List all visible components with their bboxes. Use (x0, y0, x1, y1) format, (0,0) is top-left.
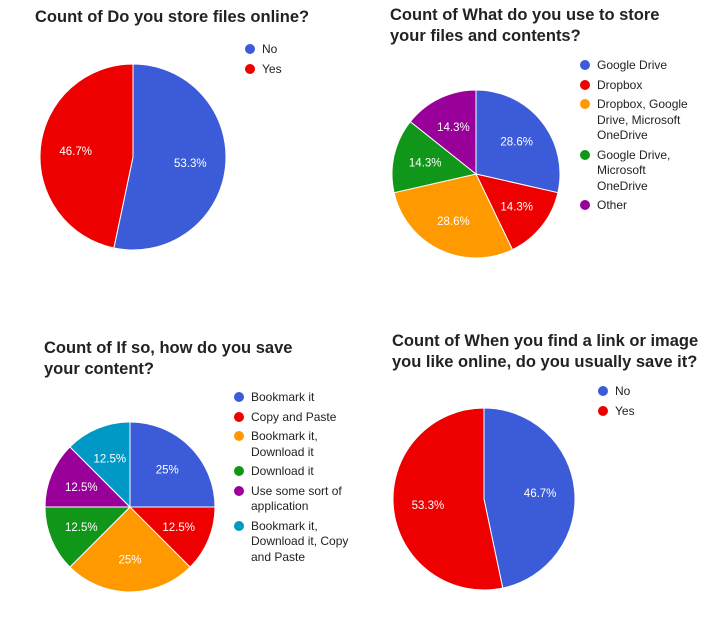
slice-label: 12.5% (94, 453, 127, 465)
slice-label: 14.3% (437, 122, 470, 134)
legend-item: Other (580, 198, 690, 214)
pie-slice (69, 421, 131, 509)
legend-swatch (580, 79, 590, 90)
slice-label: 53.3% (174, 158, 207, 170)
legend-swatch (234, 392, 244, 402)
legend-item: No (598, 384, 635, 400)
legend-item: Google Drive, Microsoft OneDrive (580, 148, 690, 195)
slice-label: 25% (156, 465, 179, 477)
pie-slice (69, 506, 191, 593)
legend-item: Dropbox, Google Drive, Microsoft OneDriv… (580, 97, 690, 144)
legend-swatch (234, 520, 244, 531)
pie-slice (483, 407, 576, 589)
legend-swatch (580, 99, 590, 109)
chart-legend: No Yes (245, 42, 282, 81)
legend-label: Use some sort of application (251, 483, 342, 514)
legend-label: Dropbox, Google Drive, Microsoft OneDriv… (597, 97, 688, 142)
legend-label: Bookmark it, Download it (251, 429, 318, 459)
legend-label: Yes (615, 403, 635, 418)
slice-label: 46.7% (59, 146, 92, 158)
legend-item: Download it (234, 464, 354, 480)
slice-label: 28.6% (437, 216, 470, 228)
chart-legend: Bookmark it Copy and Paste Bookmark it, Do… (234, 390, 354, 569)
legend-swatch (234, 466, 244, 476)
slice-label: 53.3% (412, 500, 445, 512)
chart-title: Count of Do you store files online? (35, 8, 310, 26)
legend-label: Dropbox (597, 77, 643, 92)
chart-title: Count of What do you use to store your f… (390, 6, 660, 45)
legend-label: Copy and Paste (251, 409, 337, 424)
legend-swatch (234, 431, 244, 441)
chart-legend: Google Drive Dropbox Dropbox, Google Drive… (580, 58, 690, 218)
legend-label: Other (597, 198, 628, 212)
legend-label: Google Drive (597, 58, 668, 72)
legend-item: Yes (598, 404, 635, 420)
legend-item: Use some sort of application (234, 484, 354, 515)
legend-swatch (580, 149, 590, 160)
slice-label: 14.3% (500, 201, 533, 213)
pie-slice (39, 63, 134, 249)
legend-swatch (234, 485, 244, 496)
pie-slice (392, 407, 504, 591)
legend-label: Yes (262, 61, 282, 76)
slice-label: 14.3% (409, 157, 442, 169)
pie-slice (409, 89, 477, 176)
pie-slice (129, 421, 216, 508)
pie-slice (128, 506, 216, 568)
chart-title: Count of When you find a link or image y… (392, 332, 699, 371)
chart-legend: No Yes (598, 384, 635, 423)
legend-swatch (598, 405, 608, 416)
legend-swatch (580, 200, 590, 210)
slice-label: 12.5% (162, 522, 195, 534)
legend-item: Bookmark it, Download it (234, 429, 354, 460)
legend-item: Copy and Paste (234, 410, 354, 426)
slice-label: 12.5% (65, 482, 98, 494)
legend-swatch (234, 411, 244, 422)
legend-item: Google Drive (580, 58, 690, 74)
legend-swatch (245, 44, 255, 54)
slice-label: 46.7% (524, 488, 557, 500)
legend-swatch (245, 63, 255, 74)
pie-slice (475, 173, 559, 251)
pie-slice (391, 120, 478, 194)
legend-item: Yes (245, 62, 282, 78)
pie-slice (475, 89, 561, 194)
legend-label: Google Drive, Microsoft OneDrive (597, 147, 671, 193)
legend-item: No (245, 42, 282, 58)
legend-label: No (262, 42, 278, 56)
chart-title: Count of If so, how do you save your con… (44, 339, 293, 378)
legend-swatch (598, 386, 608, 396)
slice-label: 25% (118, 555, 141, 567)
legend-item: Bookmark it (234, 390, 354, 406)
pie-slice (44, 446, 132, 508)
legend-item: Dropbox (580, 78, 690, 94)
legend-label: Bookmark it, Download it, Copy and Paste (251, 518, 349, 564)
legend-item: Bookmark it, Download it, Copy and Paste (234, 519, 354, 566)
pie-slice (44, 506, 132, 568)
slice-label: 12.5% (65, 522, 98, 534)
legend-swatch (580, 60, 590, 70)
slice-label: 28.6% (500, 137, 533, 149)
pie-slice (113, 63, 227, 251)
legend-label: Bookmark it (251, 390, 315, 404)
legend-label: No (615, 384, 631, 398)
pie-slice (393, 173, 514, 259)
legend-label: Download it (251, 464, 314, 478)
